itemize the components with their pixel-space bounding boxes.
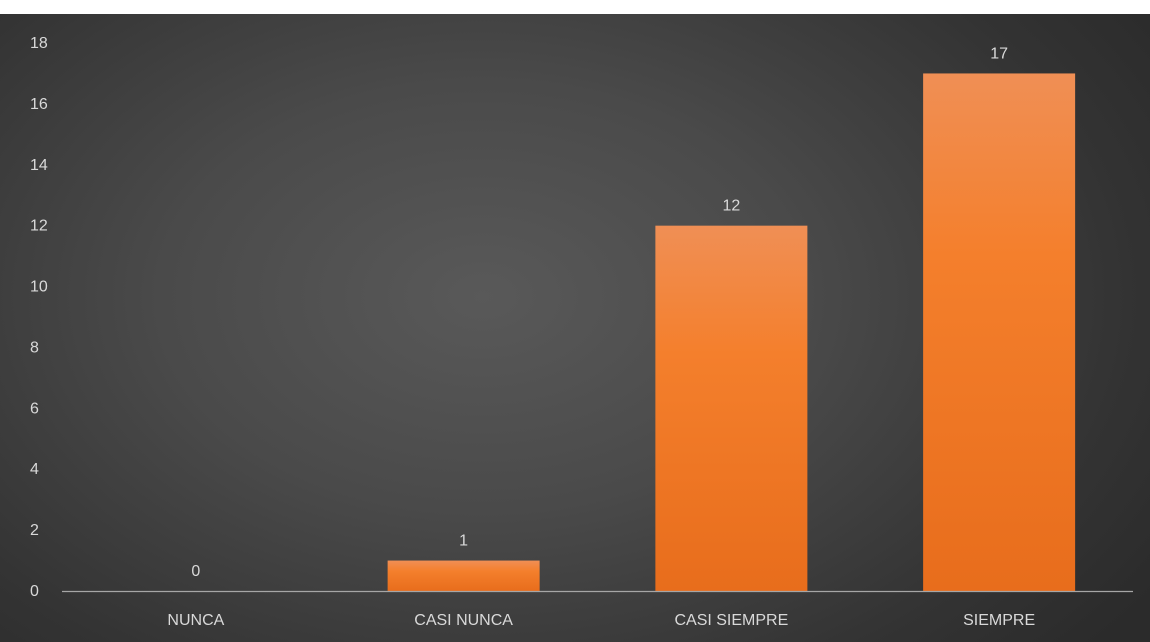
y-tick-label: 4 (30, 461, 39, 478)
y-tick-label: 0 (30, 583, 39, 600)
y-tick-label: 8 (30, 339, 39, 356)
bars-group (387, 73, 1076, 591)
y-tick-label: 2 (30, 522, 39, 539)
y-tick-label: 10 (30, 279, 48, 296)
category-label: CASI SIEMPRE (674, 612, 788, 629)
bar-casi-siempre (655, 225, 808, 591)
category-label: CASI NUNCA (414, 612, 513, 629)
bar-siempre (923, 73, 1076, 591)
chart-area: 0 2 4 6 8 10 12 14 16 18 0 1 12 17 NUNCA CASI NUNCA CA… (0, 14, 1150, 642)
category-label: NUNCA (167, 612, 224, 629)
y-axis-ticks: 0 2 4 6 8 10 12 14 16 18 (30, 35, 48, 600)
bar-chart: 0 2 4 6 8 10 12 14 16 18 0 1 12 17 NUNCA CASI NUNCA CA… (30, 35, 1133, 629)
data-label: 12 (722, 198, 740, 215)
y-tick-label: 16 (30, 96, 48, 113)
y-tick-label: 12 (30, 218, 48, 235)
data-labels-group: 0 1 12 17 (191, 45, 1008, 580)
category-labels-group: NUNCA CASI NUNCA CASI SIEMPRE SIEMPRE (167, 612, 1035, 629)
y-tick-label: 6 (30, 400, 39, 417)
y-tick-label: 18 (30, 35, 48, 52)
category-label: SIEMPRE (963, 612, 1035, 629)
y-tick-label: 14 (30, 157, 48, 174)
data-label: 0 (191, 563, 200, 580)
bar-casi-nunca (387, 560, 540, 591)
data-label: 17 (990, 45, 1008, 62)
data-label: 1 (459, 533, 468, 550)
